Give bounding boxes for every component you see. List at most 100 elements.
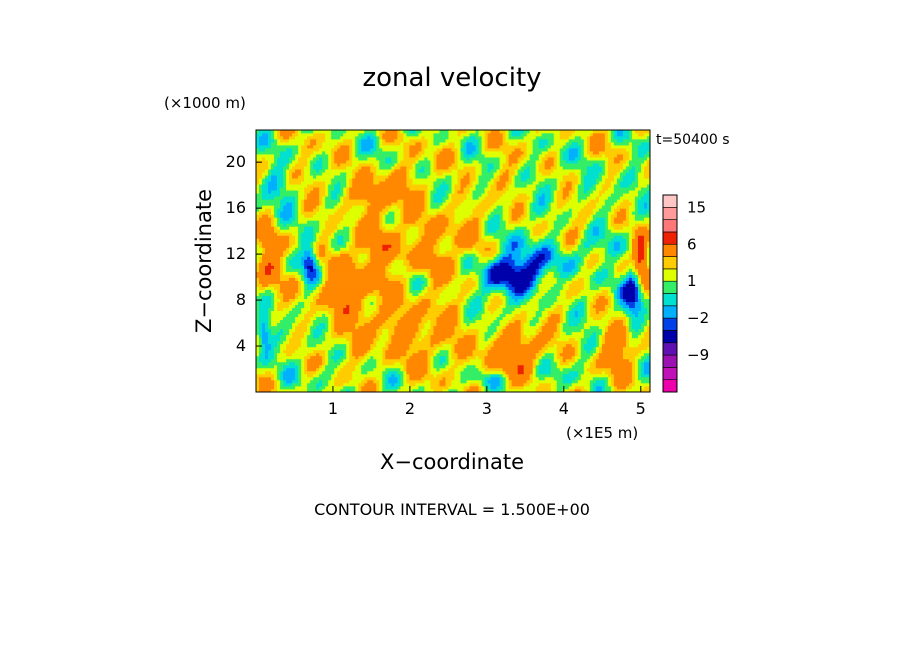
heatmap-cell xyxy=(340,349,344,354)
heatmap-cell xyxy=(397,343,401,348)
heatmap-cell xyxy=(361,241,365,245)
heatmap-cell xyxy=(361,376,365,381)
heatmap-cell xyxy=(421,364,425,369)
heatmap-cell xyxy=(265,265,269,269)
heatmap-cell xyxy=(325,370,329,375)
heatmap-cell xyxy=(382,289,386,293)
heatmap-cell xyxy=(265,268,269,272)
heatmap-cell xyxy=(334,241,338,245)
heatmap-cell xyxy=(358,166,362,170)
heatmap-cell xyxy=(379,382,383,387)
heatmap-cell xyxy=(397,244,401,248)
heatmap-cell xyxy=(298,256,302,260)
heatmap-cell xyxy=(313,166,317,170)
heatmap-cell xyxy=(346,160,350,164)
heatmap-cell xyxy=(373,184,377,188)
heatmap-cell xyxy=(265,202,269,206)
heatmap-cell xyxy=(280,166,284,170)
heatmap-cell xyxy=(316,157,320,161)
heatmap-cell xyxy=(310,283,314,287)
heatmap-cell xyxy=(283,148,287,152)
heatmap-cell xyxy=(268,346,272,351)
heatmap-cell xyxy=(424,229,428,233)
heatmap-cell xyxy=(265,343,269,348)
heatmap-cell xyxy=(319,283,323,287)
heatmap-cell xyxy=(292,307,296,312)
heatmap-cell xyxy=(340,178,344,182)
heatmap-cell xyxy=(331,157,335,161)
heatmap-cell xyxy=(352,133,356,137)
heatmap-cell xyxy=(421,340,425,345)
heatmap-cell xyxy=(262,346,266,351)
heatmap-cell xyxy=(382,187,386,191)
heatmap-cell xyxy=(385,388,389,392)
heatmap-cell xyxy=(406,232,410,236)
heatmap-cell xyxy=(298,247,302,251)
heatmap-cell xyxy=(304,256,308,260)
heatmap-cell xyxy=(325,358,329,363)
heatmap-cell xyxy=(298,262,302,266)
heatmap-cell xyxy=(355,292,359,296)
heatmap-cell xyxy=(358,358,362,363)
heatmap-cell xyxy=(304,172,308,176)
heatmap-cell xyxy=(358,202,362,206)
heatmap-cell xyxy=(391,202,395,206)
heatmap-cell xyxy=(364,145,368,149)
heatmap-cell xyxy=(349,370,353,375)
heatmap-cell xyxy=(265,172,269,176)
heatmap-cell xyxy=(358,310,362,315)
heatmap-cell xyxy=(400,136,404,140)
heatmap-cell xyxy=(292,271,296,275)
heatmap-cell xyxy=(382,226,386,230)
heatmap-cell xyxy=(403,238,407,242)
heatmap-cell xyxy=(283,265,287,269)
heatmap-cell xyxy=(316,142,320,146)
heatmap-cell xyxy=(352,253,356,257)
heatmap-cell xyxy=(316,130,320,134)
heatmap-cell xyxy=(265,304,269,309)
heatmap-cell xyxy=(325,220,329,224)
heatmap-cell xyxy=(304,193,308,197)
heatmap-cell xyxy=(343,166,347,170)
heatmap-cell xyxy=(403,337,407,342)
heatmap-cell xyxy=(343,292,347,296)
heatmap-field xyxy=(256,130,650,392)
heatmap-cell xyxy=(349,292,353,296)
heatmap-cell xyxy=(373,208,377,212)
heatmap-cell xyxy=(277,337,281,342)
heatmap-cell xyxy=(385,319,389,324)
heatmap-cell xyxy=(367,211,371,215)
heatmap-cell xyxy=(289,283,293,287)
heatmap-cell xyxy=(355,346,359,351)
heatmap-cell xyxy=(358,199,362,203)
heatmap-cell xyxy=(289,220,293,224)
heatmap-cell xyxy=(394,331,398,336)
heatmap-cell xyxy=(307,328,311,333)
heatmap-cell xyxy=(409,151,413,155)
heatmap-cell xyxy=(277,136,281,140)
heatmap-cell xyxy=(262,211,266,215)
heatmap-cell xyxy=(259,139,263,143)
heatmap-cell xyxy=(313,373,317,378)
heatmap-cell xyxy=(352,340,356,345)
heatmap-cell xyxy=(319,196,323,200)
heatmap-cell xyxy=(385,148,389,152)
heatmap-cell xyxy=(367,166,371,170)
heatmap-cell xyxy=(415,316,419,321)
heatmap-cell xyxy=(385,361,389,366)
heatmap-cell xyxy=(361,199,365,203)
heatmap-cell xyxy=(307,382,311,387)
heatmap-cell xyxy=(259,190,263,194)
heatmap-cell xyxy=(379,370,383,375)
heatmap-cell xyxy=(391,169,395,173)
heatmap-cell xyxy=(310,268,314,272)
heatmap-cell xyxy=(304,178,308,182)
heatmap-cell xyxy=(334,160,338,164)
heatmap-cell xyxy=(358,349,362,354)
heatmap-cell xyxy=(385,163,389,167)
heatmap-cell xyxy=(301,250,305,254)
heatmap-cell xyxy=(286,163,290,167)
heatmap-cell xyxy=(316,292,320,296)
heatmap-cell xyxy=(415,175,419,179)
heatmap-cell xyxy=(394,292,398,296)
